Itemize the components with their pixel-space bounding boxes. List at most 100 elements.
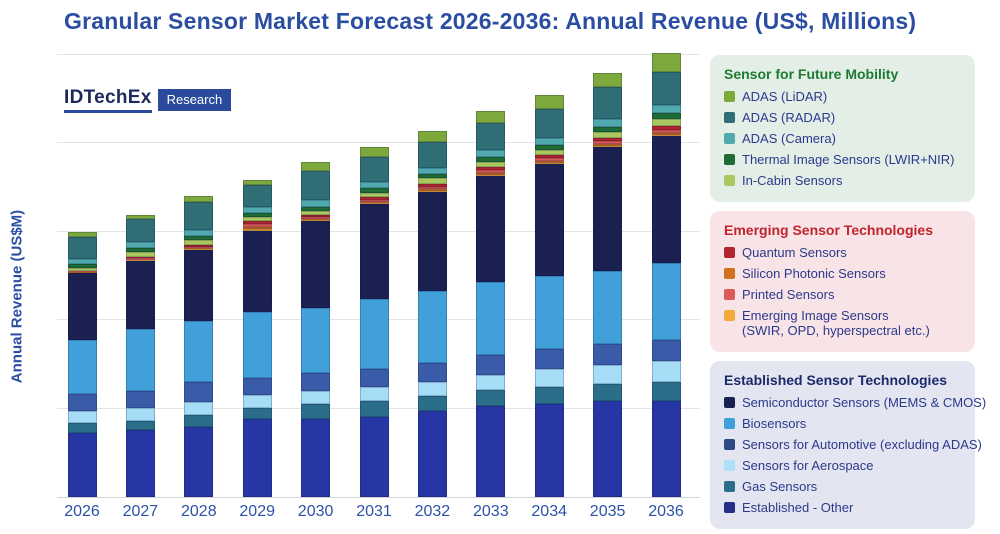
bar-segment [651, 132, 681, 135]
legend-swatch-icon [724, 289, 735, 300]
bar-segment [242, 206, 272, 213]
bar-segment [651, 340, 681, 361]
bar-segment [67, 271, 97, 272]
bar-segment [476, 355, 506, 375]
bar-segment [125, 259, 155, 261]
legend-panel-emerging: Emerging Sensor Technologies Quantum Sens… [710, 211, 975, 352]
legend-swatch-icon [724, 439, 735, 450]
plot-area [57, 53, 700, 498]
legend-item-label: Gas Sensors [742, 479, 818, 494]
bar-segment [417, 183, 447, 187]
bar-segment [476, 375, 506, 390]
x-tick-label-2026: 2026 [64, 503, 100, 520]
bar-segment [184, 246, 214, 249]
legend-item-label: ADAS (RADAR) [742, 110, 836, 125]
stacked-bar-2033 [476, 110, 506, 497]
bar-segment [359, 203, 389, 204]
bar-segment [476, 282, 506, 355]
stacked-bar-2034 [534, 95, 564, 497]
bar-segment [651, 382, 681, 401]
bar-segment [476, 122, 506, 150]
bar-segment [184, 382, 214, 402]
legend-item: In-Cabin Sensors [724, 173, 961, 188]
stacked-bar-2028 [184, 196, 214, 497]
stacked-bar-2035 [593, 73, 623, 497]
bar-segment [184, 321, 214, 382]
legend-item-label: Established - Other [742, 500, 854, 515]
bar-segment [593, 344, 623, 365]
bar-segment [359, 417, 389, 497]
bar-segment [651, 134, 681, 136]
bar-segment [184, 196, 214, 203]
legend-swatch-icon [724, 397, 735, 408]
bar-segment [651, 113, 681, 119]
bar-segment [359, 204, 389, 299]
bar-segment [301, 373, 331, 391]
bar-segment [301, 391, 331, 404]
bar-segment [125, 391, 155, 408]
legend-panel-established: Established Sensor Technologies Semicondu… [710, 361, 986, 529]
bar-segment [359, 147, 389, 158]
bar-segment [534, 109, 564, 139]
legend-swatch-icon [724, 268, 735, 279]
bar-segment [593, 119, 623, 128]
bar-segment [651, 126, 681, 130]
bar-segment [476, 406, 506, 497]
bar-segment [417, 192, 447, 291]
x-tick-label-2028: 2028 [181, 503, 217, 520]
bar-segment [301, 199, 331, 207]
bar-segment [301, 214, 331, 217]
bar-segment [359, 401, 389, 417]
bar-segment [301, 404, 331, 419]
bar-segment [125, 408, 155, 421]
bar-segment [184, 240, 214, 246]
legend-swatch-icon [724, 310, 735, 321]
bar-segment [242, 227, 272, 230]
bar-segment [301, 220, 331, 221]
legend-item-label: Sensors for Automotive (excluding ADAS) [742, 437, 982, 452]
x-tick-label-2032: 2032 [414, 503, 451, 520]
gridline [57, 142, 700, 143]
bar-segment [534, 387, 564, 404]
bar-segment [593, 147, 623, 271]
bar-segment [476, 172, 506, 175]
bar-segment [301, 218, 331, 220]
bar-segment [476, 166, 506, 170]
bar-segment [417, 167, 447, 174]
bar-segment [593, 271, 623, 344]
legend-item: Thermal Image Sensors (LWIR+NIR) [724, 152, 961, 167]
bar-segment [651, 53, 681, 72]
bar-segment [184, 249, 214, 250]
stacked-bar-2026 [67, 231, 97, 497]
bar-segment [476, 176, 506, 282]
legend-item: Emerging Image Sensors (SWIR, OPD, hypers… [724, 308, 961, 338]
bar-segment [593, 138, 623, 142]
bar-segment [67, 272, 97, 273]
logo-research-badge: Research [157, 89, 232, 111]
legend-item: Established - Other [724, 500, 961, 515]
bar-segment [417, 291, 447, 363]
bar-segment [242, 395, 272, 408]
bar-segment [125, 421, 155, 430]
bar-segment [534, 138, 564, 146]
legend-item: ADAS (Camera) [724, 131, 961, 146]
bar-segment [184, 248, 214, 250]
bar-segment [534, 276, 564, 349]
bar-segment [593, 145, 623, 147]
bar-segment [359, 369, 389, 387]
bar-segment [67, 394, 97, 411]
bar-segment [125, 248, 155, 253]
bar-segment [359, 201, 389, 203]
stacked-bar-2030 [301, 161, 331, 497]
legend-swatch-icon [724, 460, 735, 471]
legend-swatch-icon [724, 91, 735, 102]
legend-swatch-icon [724, 112, 735, 123]
bar-segment [242, 212, 272, 217]
legend-item-label: Emerging Image Sensors (SWIR, OPD, hypers… [742, 308, 930, 338]
bar-segment [651, 72, 681, 105]
bar-segment [242, 220, 272, 225]
bar-segment [417, 396, 447, 411]
legend-item: Semiconductor Sensors (MEMS & CMOS) [724, 395, 986, 410]
bar-segment [67, 231, 97, 237]
legend-item: Quantum Sensors [724, 245, 961, 260]
